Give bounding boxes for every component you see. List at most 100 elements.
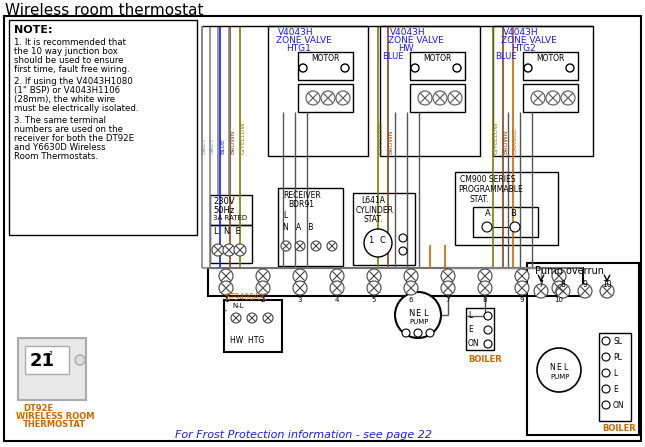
- Text: must be electrically isolated.: must be electrically isolated.: [14, 104, 139, 113]
- Text: should be used to ensure: should be used to ensure: [14, 56, 123, 65]
- Text: 3. The same terminal: 3. The same terminal: [14, 116, 106, 125]
- Circle shape: [537, 348, 581, 392]
- Text: HTG2: HTG2: [511, 44, 536, 53]
- Text: 1. It is recommended that: 1. It is recommended that: [14, 38, 126, 47]
- Text: 7: 7: [446, 297, 450, 303]
- Text: 10: 10: [555, 297, 564, 303]
- Circle shape: [399, 234, 407, 242]
- Text: 6: 6: [409, 297, 413, 303]
- Text: HTG1: HTG1: [286, 44, 311, 53]
- Text: BLUE: BLUE: [382, 52, 404, 61]
- Text: 1: 1: [368, 236, 373, 245]
- Circle shape: [478, 281, 492, 295]
- Circle shape: [293, 269, 307, 283]
- Bar: [25, 346, 69, 374]
- Text: the 10 way junction box: the 10 way junction box: [14, 47, 118, 56]
- Circle shape: [546, 91, 560, 105]
- Text: ZONE VALVE: ZONE VALVE: [276, 36, 332, 45]
- Text: For Frost Protection information - see page 22: For Frost Protection information - see p…: [175, 430, 432, 440]
- Text: C: C: [380, 236, 386, 245]
- Circle shape: [299, 64, 307, 72]
- Text: THERMOSTAT: THERMOSTAT: [23, 420, 86, 429]
- Text: N: N: [408, 309, 414, 318]
- Text: ²: ²: [49, 351, 53, 361]
- Text: RECEIVER: RECEIVER: [283, 191, 321, 200]
- Circle shape: [402, 329, 410, 337]
- Text: V4043H: V4043H: [390, 28, 426, 37]
- Text: E: E: [468, 325, 473, 334]
- Circle shape: [602, 369, 610, 377]
- Bar: [410, 52, 465, 80]
- Text: BROWN: BROWN: [230, 130, 235, 154]
- Text: 4: 4: [335, 297, 339, 303]
- Circle shape: [556, 284, 570, 298]
- Text: L: L: [563, 363, 567, 372]
- Text: 50Hz: 50Hz: [213, 206, 234, 215]
- Text: HW: HW: [398, 44, 413, 53]
- Bar: [493, 26, 593, 156]
- Circle shape: [602, 353, 610, 361]
- Circle shape: [367, 269, 381, 283]
- Text: STAT.: STAT.: [363, 215, 382, 224]
- Text: ST9400A/C: ST9400A/C: [226, 292, 268, 301]
- Text: first time, fault free wiring.: first time, fault free wiring.: [14, 65, 130, 74]
- Circle shape: [484, 326, 492, 334]
- Bar: [298, 52, 353, 80]
- Text: L: L: [613, 369, 617, 378]
- Text: (1" BSP) or V4043H1106: (1" BSP) or V4043H1106: [14, 86, 120, 95]
- Circle shape: [327, 241, 337, 251]
- Text: Room Thermostats.: Room Thermostats.: [14, 152, 98, 161]
- Text: 2. If using the V4043H1080: 2. If using the V4043H1080: [14, 77, 133, 86]
- Bar: [224, 300, 282, 352]
- Circle shape: [433, 91, 447, 105]
- Text: ORANGE: ORANGE: [513, 127, 518, 154]
- Circle shape: [411, 64, 419, 72]
- Circle shape: [441, 281, 455, 295]
- Circle shape: [256, 281, 270, 295]
- Circle shape: [256, 269, 270, 283]
- Bar: [268, 26, 368, 156]
- Text: (28mm), the white wire: (28mm), the white wire: [14, 95, 115, 104]
- Bar: [278, 188, 343, 266]
- Text: L: L: [468, 311, 472, 320]
- Circle shape: [426, 329, 434, 337]
- Circle shape: [531, 91, 545, 105]
- Text: A: A: [485, 209, 491, 218]
- Text: receiver for both the DT92E: receiver for both the DT92E: [14, 134, 134, 143]
- Circle shape: [448, 91, 462, 105]
- Circle shape: [295, 241, 305, 251]
- Text: E: E: [415, 309, 421, 318]
- Text: G/YELLOW: G/YELLOW: [240, 122, 245, 154]
- Circle shape: [263, 313, 273, 323]
- Text: 8: 8: [482, 297, 487, 303]
- Circle shape: [219, 281, 233, 295]
- Text: E: E: [613, 385, 618, 394]
- Text: MOTOR: MOTOR: [311, 54, 339, 63]
- Text: G/YELLOW: G/YELLOW: [493, 122, 498, 154]
- Text: PL: PL: [613, 353, 622, 362]
- Circle shape: [234, 244, 246, 256]
- Text: L641A: L641A: [361, 196, 385, 205]
- Bar: [18, 338, 86, 400]
- Circle shape: [524, 64, 532, 72]
- Circle shape: [223, 244, 235, 256]
- Text: 3A RATED: 3A RATED: [213, 215, 247, 221]
- Bar: [523, 84, 578, 112]
- Text: BLUE: BLUE: [220, 138, 225, 154]
- Circle shape: [534, 284, 548, 298]
- Text: PROGRAMMABLE: PROGRAMMABLE: [458, 185, 522, 194]
- Circle shape: [510, 222, 520, 232]
- Text: L: L: [423, 309, 428, 318]
- Circle shape: [341, 64, 349, 72]
- Text: DT92E: DT92E: [23, 404, 53, 413]
- Circle shape: [552, 269, 566, 283]
- Text: BOILER: BOILER: [602, 424, 636, 433]
- Circle shape: [247, 313, 257, 323]
- Circle shape: [364, 229, 392, 257]
- Circle shape: [561, 91, 575, 105]
- Text: CYLINDER: CYLINDER: [356, 206, 394, 215]
- Circle shape: [515, 281, 529, 295]
- Circle shape: [453, 64, 461, 72]
- Circle shape: [293, 281, 307, 295]
- Circle shape: [212, 244, 224, 256]
